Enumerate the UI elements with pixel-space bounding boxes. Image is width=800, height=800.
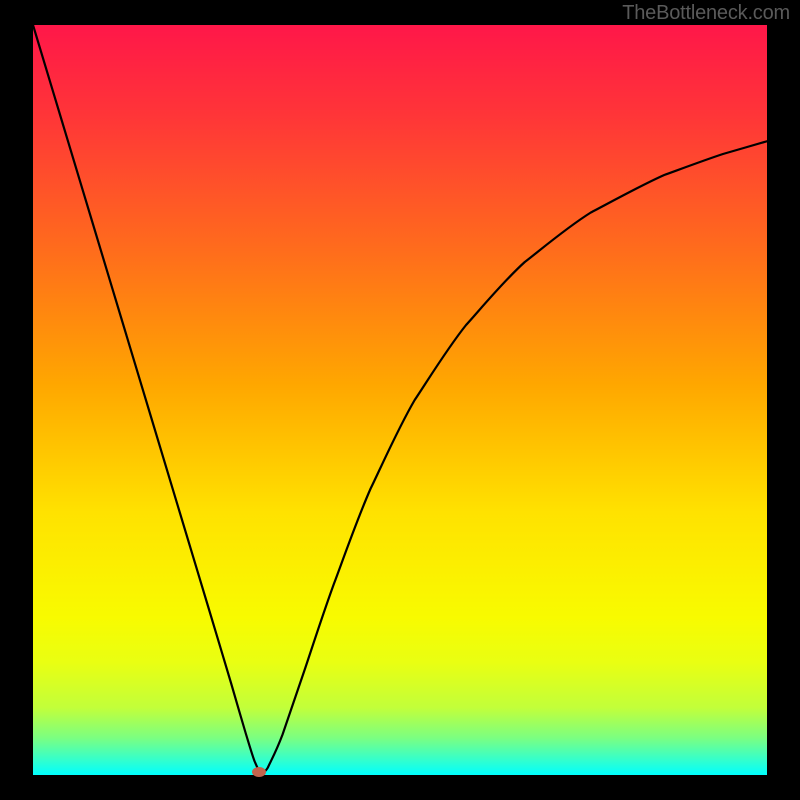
frame-border-left xyxy=(0,0,33,800)
minimum-marker xyxy=(252,767,266,777)
frame-border-bottom xyxy=(0,775,800,800)
frame-border-right xyxy=(767,0,800,800)
bottleneck-curve xyxy=(33,25,767,775)
plot-area xyxy=(33,25,767,775)
watermark-text: TheBottleneck.com xyxy=(622,2,790,25)
